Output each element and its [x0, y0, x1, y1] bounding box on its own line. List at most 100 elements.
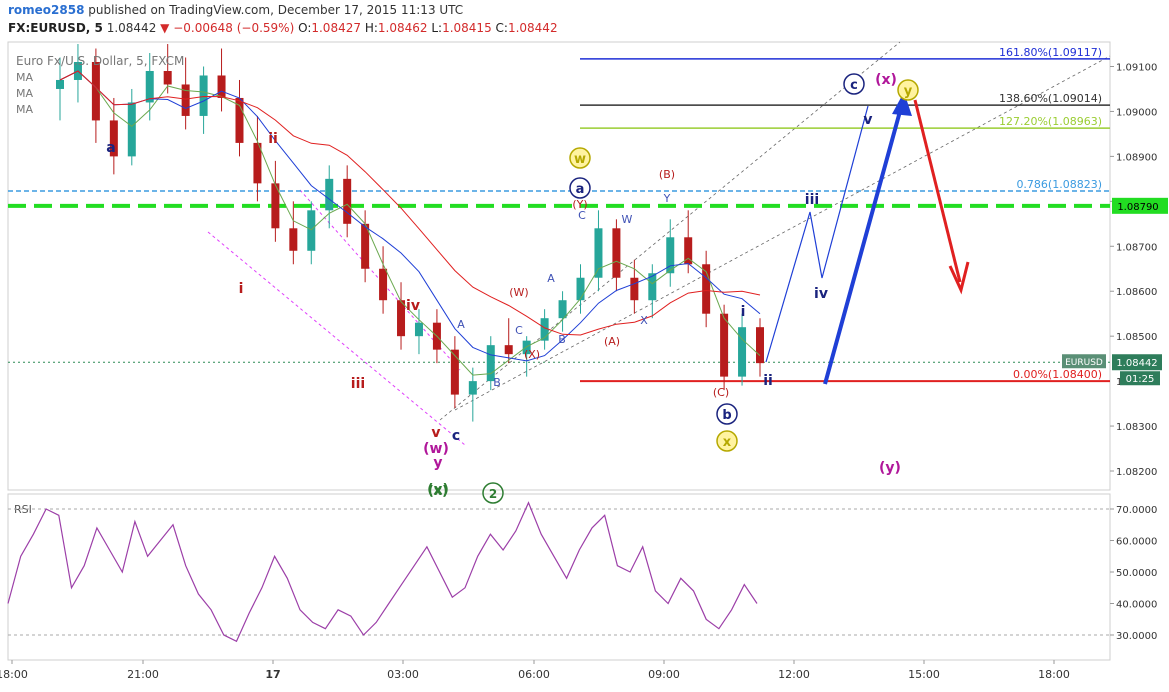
- x-tick-label: 17: [265, 668, 280, 681]
- channel-lower: [454, 55, 1111, 411]
- circled-wave-label: c: [850, 78, 858, 93]
- candle-body: [145, 70, 154, 103]
- candle-body: [720, 313, 729, 377]
- candle-body: [235, 97, 244, 143]
- candle-body: [648, 273, 657, 301]
- wave-label: a: [106, 140, 115, 156]
- wave-label: (w): [423, 441, 449, 457]
- wave-label: ii: [268, 131, 278, 147]
- candle-body: [289, 228, 298, 251]
- candle-body: [468, 381, 477, 395]
- publish-info: published on TradingView.com, December 1…: [88, 3, 464, 17]
- candle-body: [558, 300, 567, 319]
- wave-label: c: [452, 428, 460, 444]
- bullish-arrow-head: [892, 92, 912, 116]
- projection-path: [765, 105, 869, 363]
- author-name[interactable]: romeo2858: [8, 3, 85, 17]
- fib-label: 0.786(1.08823): [1016, 178, 1102, 191]
- wave-label: iv: [814, 286, 828, 302]
- price-pane: [7, 41, 1111, 491]
- wave-label: v: [431, 425, 440, 441]
- trend-dashed-magenta: [207, 231, 466, 446]
- wave-label: (W): [509, 286, 528, 299]
- wave-circle: [482, 482, 504, 504]
- wave-label: (C): [713, 386, 729, 399]
- circled-wave-label: x: [723, 435, 732, 450]
- fib-label: 161.80%(1.09117): [999, 46, 1102, 59]
- candle-body: [397, 300, 406, 337]
- support-price-box: [1112, 197, 1168, 214]
- candle-body: [486, 345, 495, 382]
- candle-body: [271, 183, 280, 229]
- rsi-y-tick-label: 60.0000: [1116, 537, 1157, 548]
- wave-label: (Y): [572, 198, 587, 211]
- support-price-label: 1.08790: [1117, 202, 1158, 213]
- moving-average-line: [59, 70, 761, 362]
- candle-body: [343, 178, 352, 224]
- wave-circle: [897, 79, 919, 101]
- low-label: L:: [431, 21, 443, 35]
- rsi-line: [7, 501, 758, 643]
- wave-circle: [569, 177, 591, 199]
- candle-body: [127, 102, 136, 157]
- quote-line: FX:EURUSD, 5 1.08442 ▼ −0.00648 (−0.59%)…: [8, 21, 558, 35]
- wave-circle: [716, 403, 738, 425]
- high-label: H:: [364, 21, 378, 35]
- wave-label: B: [493, 376, 501, 389]
- wave-label: (A): [604, 335, 620, 348]
- wave-label: X: [640, 314, 648, 327]
- wave-label: i: [741, 304, 746, 320]
- open-value: 1.08427: [311, 21, 361, 35]
- candle-body: [702, 264, 711, 314]
- wave-label: (x): [428, 484, 448, 499]
- wave-label: ii: [763, 373, 773, 389]
- close-label: C:: [495, 21, 508, 35]
- candle-body: [522, 340, 531, 355]
- ma-legend: MA: [16, 71, 33, 84]
- wave-label: (y): [879, 460, 901, 476]
- bearish-arrow: [913, 99, 962, 283]
- candle-body: [91, 62, 100, 121]
- x-tick-label: 09:00: [648, 668, 680, 681]
- candle-body: [630, 277, 639, 301]
- candle-body: [163, 70, 172, 85]
- candle-body: [414, 322, 423, 337]
- wave-label: iii: [805, 192, 819, 208]
- y-tick-label: 1.09000: [1116, 107, 1157, 118]
- candle-body: [181, 84, 190, 116]
- chart-header: romeo2858 published on TradingView.com, …: [0, 0, 1169, 42]
- candle-body: [109, 120, 118, 157]
- moving-average-line: [59, 70, 761, 336]
- y-tick-label: 1.08900: [1116, 152, 1157, 163]
- x-tick-label: 03:00: [387, 668, 419, 681]
- x-tick-label: 12:00: [778, 668, 810, 681]
- x-tick-label: 18:00: [0, 668, 28, 681]
- y-tick-label: 1.09100: [1116, 62, 1157, 73]
- symbol-tag: [1062, 354, 1106, 369]
- wave-circle: [569, 147, 591, 169]
- moving-average-line: [59, 70, 761, 376]
- x-tick-label: 15:00: [908, 668, 940, 681]
- candle-body: [540, 318, 549, 341]
- candle-body: [379, 268, 388, 301]
- symbol-tag-label: EURUSD: [1065, 358, 1103, 368]
- last-price: 1.08442: [106, 21, 157, 35]
- rsi-y-tick-label: 70.0000: [1116, 505, 1157, 516]
- y-tick-label: 1.08200: [1116, 467, 1157, 478]
- close-value: 1.08442: [507, 21, 558, 35]
- fib-label: 127.20%(1.08963): [999, 115, 1102, 128]
- wave-label: (B): [659, 168, 675, 181]
- publish-line: romeo2858 published on TradingView.com, …: [8, 3, 463, 17]
- symbol-label[interactable]: FX:EURUSD, 5: [8, 21, 103, 35]
- x-tick-label: 21:00: [127, 668, 159, 681]
- x-tick-label: 06:00: [518, 668, 550, 681]
- candle-body: [576, 277, 585, 301]
- circled-wave-label: a: [576, 182, 585, 197]
- low-value: 1.08415: [442, 21, 492, 35]
- wave-label: iv: [406, 298, 420, 314]
- wave-label: A: [547, 272, 555, 285]
- wave-label: (X): [524, 348, 540, 361]
- candle-body: [199, 75, 208, 116]
- candle-body: [594, 228, 603, 278]
